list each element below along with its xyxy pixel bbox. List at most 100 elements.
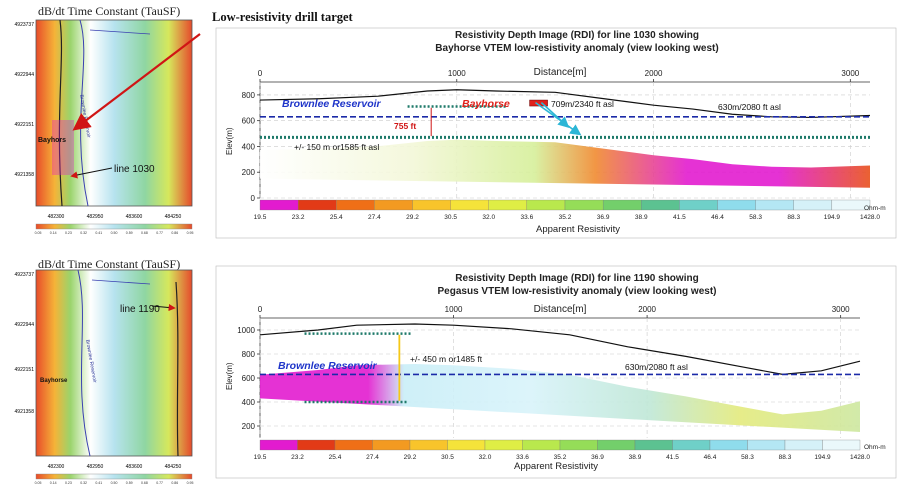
map-scale-tick: 0.05 — [35, 231, 42, 235]
y-tick-label: 800 — [242, 91, 256, 100]
map1-xtick: 484250 — [165, 214, 182, 220]
colorbar-tick-label: 1428.0 — [860, 214, 880, 221]
colorbar-swatch — [822, 439, 861, 451]
colorbar-tick-label: 29.2 — [406, 214, 419, 221]
colorbar-tick-label: 36.9 — [597, 214, 610, 221]
resistivity-section — [260, 364, 860, 432]
colorbar-tick-label: 25.4 — [330, 214, 343, 221]
x-tick-label: 1000 — [448, 69, 466, 78]
colorbar-tick-label: 33.6 — [521, 214, 534, 221]
colorbar-tick-label: 23.2 — [292, 214, 305, 221]
colorbar-swatch — [831, 199, 871, 211]
map2-xtick: 482950 — [87, 464, 104, 470]
map-scale-tick: 0.05 — [35, 481, 42, 485]
colorbar-swatch — [372, 439, 411, 451]
colorbar-tick-label: 35.2 — [559, 214, 572, 221]
colorbar-swatch — [374, 199, 413, 211]
rdi2-water-level-label: 630m/2080 ft asl — [625, 362, 688, 372]
rdi1-panel — [215, 27, 897, 239]
x-tick-label: 0 — [258, 305, 263, 314]
rdi1-plot: 0 1000 2000 3000 0 200 400 600 800 19.5 23.2 25.4 27… — [242, 69, 881, 221]
map-scale-tick: 0.50 — [111, 481, 118, 485]
rdi1-chart: Resistivity Depth Image (RDI) for line 1… — [215, 27, 897, 239]
map-scale-tick: 0.68 — [141, 231, 148, 235]
rdi1-water-level-label: 630m/2080 ft asl — [718, 102, 781, 112]
y-tick-label: 400 — [242, 398, 256, 407]
map1-xtick: 482950 — [87, 214, 104, 220]
colorbar-swatch — [259, 439, 298, 451]
map2-xtick: 483600 — [126, 464, 143, 470]
rdi1-colorbar-label: Apparent Resistivity — [536, 224, 620, 235]
map2-title: dB/dt Time Constant (TauSF) — [38, 257, 181, 271]
colorbar-swatch — [447, 439, 486, 451]
colorbar-swatch — [484, 439, 523, 451]
map-scale-tick: 0.68 — [141, 481, 148, 485]
colorbar-tick-label: 58.3 — [741, 454, 754, 461]
colorbar-tick-label: 19.5 — [254, 454, 267, 461]
colorbar-tick-label: 1428.0 — [850, 454, 870, 461]
colorbar-swatch — [747, 439, 786, 451]
colorbar-swatch — [672, 439, 711, 451]
y-tick-label: 1000 — [237, 326, 255, 335]
target-arrow — [535, 101, 582, 136]
map2-raster — [35, 269, 193, 457]
colorbar-swatch — [409, 439, 448, 451]
map-scale-tick: 0.32 — [80, 481, 87, 485]
drill-target-label: Low-resistivity drill target — [212, 10, 353, 24]
map1-anomaly — [52, 120, 74, 175]
colorbar-tick-label: 58.3 — [749, 214, 762, 221]
colorbar-tick-label: 32.0 — [479, 454, 492, 461]
x-tick-label: 3000 — [832, 305, 850, 314]
colorbar-tick-label: 32.0 — [482, 214, 495, 221]
colorbar-tick-label: 27.4 — [368, 214, 381, 221]
colorbar-tick-label: 88.3 — [787, 214, 800, 221]
map1-place-label: Bayhors — [38, 137, 66, 144]
map2-ytick: 4922944 — [15, 322, 35, 328]
x-tick-label: 1000 — [445, 305, 463, 314]
colorbar-swatch — [641, 199, 680, 211]
map-scale-tick: 0.95 — [187, 481, 194, 485]
map1-xtick: 482300 — [48, 214, 65, 220]
x-tick-label: 3000 — [841, 69, 859, 78]
map-scale-tick: 0.86 — [171, 481, 178, 485]
map2-ytick: 4923737 — [15, 272, 35, 278]
map1-scale-ticks: 0.05 0.14 0.23 0.32 0.41 0.50 0.59 0.68 0.77 0.86… — [35, 231, 194, 235]
map-scale-tick: 0.32 — [80, 231, 87, 235]
map-scale-tick: 0.14 — [50, 231, 57, 235]
rdi2-colorbar-unit: Ohm-m — [864, 444, 886, 451]
map-scale-tick: 0.59 — [126, 231, 133, 235]
map-scale-tick: 0.23 — [65, 481, 72, 485]
rdi1-title: Resistivity Depth Image (RDI) for line 1… — [455, 30, 699, 41]
rdi1-target-elev-label: 709m/2340 ft asl — [551, 99, 614, 109]
map-scale-tick: 0.41 — [95, 231, 102, 235]
colorbar-swatch — [297, 439, 336, 451]
map-scale-tick: 0.77 — [156, 231, 163, 235]
map2-scale-ticks: 0.05 0.14 0.23 0.32 0.41 0.50 0.59 0.68 0.77 0.86… — [35, 481, 194, 485]
rdi1-height-label: 755 ft — [394, 121, 416, 131]
y-tick-label: 200 — [242, 422, 256, 431]
colorbar-swatch — [297, 199, 337, 211]
colorbar-swatch — [522, 439, 561, 451]
colorbar-tick-label: 46.4 — [711, 214, 724, 221]
resistivity-section — [260, 139, 870, 188]
rdi1-ylabel: Elev(m) — [225, 127, 234, 155]
map2-scalebar — [35, 473, 193, 480]
map1-raster — [35, 19, 193, 207]
x-tick-label: 2000 — [645, 69, 663, 78]
colorbar-swatch — [559, 439, 598, 451]
map2-ytick: 4922151 — [15, 367, 35, 373]
map-scale-tick: 0.23 — [65, 231, 72, 235]
rdi2-subtitle: Pegasus VTEM low-resistivity anomaly (vi… — [438, 286, 717, 297]
colorbar-swatch — [755, 199, 794, 211]
map1-ytick: 4923737 — [15, 22, 35, 28]
colorbar-tick-label: 41.5 — [673, 214, 686, 221]
colorbar-swatch — [709, 439, 748, 451]
rdi2-colorbar-label: Apparent Resistivity — [514, 461, 598, 472]
map2-road — [91, 279, 151, 285]
colorbar-swatch — [564, 199, 604, 211]
map-scale-tick: 0.59 — [126, 481, 133, 485]
map1-ytick: 4922151 — [15, 122, 35, 128]
rdi2-chart: Resistivity Depth Image (RDI) for line 1… — [215, 265, 897, 479]
map1-ytick: 4922944 — [15, 72, 35, 78]
